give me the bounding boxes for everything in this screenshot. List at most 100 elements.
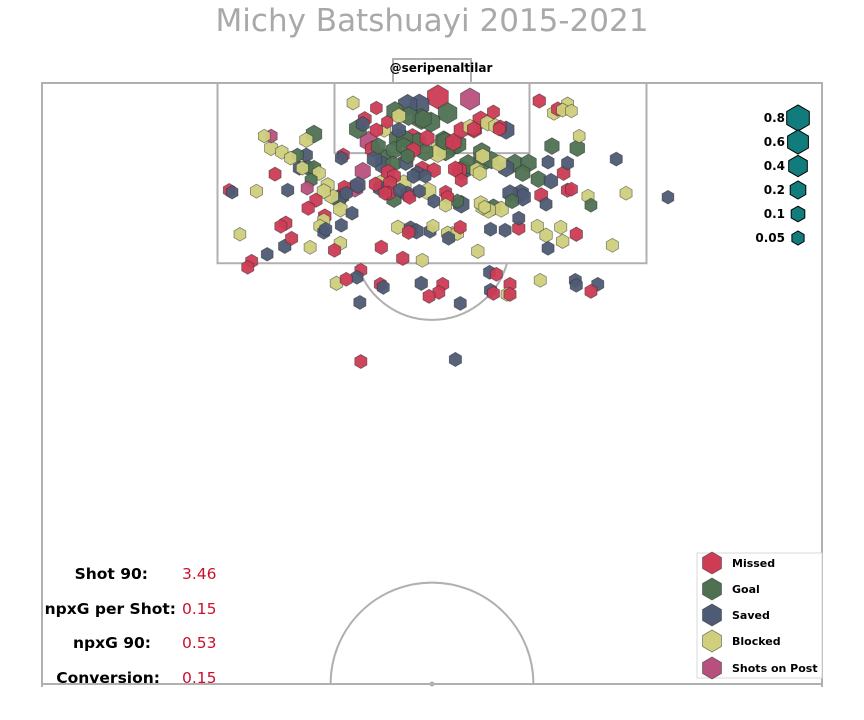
shot-marker xyxy=(249,183,264,199)
shot-marker xyxy=(400,148,415,165)
shot-marker xyxy=(475,147,490,165)
shot-marker xyxy=(370,137,386,155)
shot-marker xyxy=(334,217,348,233)
shot-marker xyxy=(569,139,585,158)
size-key-label: 0.4 xyxy=(764,159,785,173)
shot-marker xyxy=(486,285,500,301)
shot-marker xyxy=(391,219,405,235)
legend-label: Missed xyxy=(732,557,775,570)
legend-label: Saved xyxy=(732,609,770,622)
outcome-legend: Missed Goal Saved Blocked Shots on Post xyxy=(696,551,823,680)
size-key-marker xyxy=(790,205,806,223)
size-key-label: 0.6 xyxy=(764,135,785,149)
centre-spot xyxy=(429,681,435,687)
shot-marker xyxy=(381,115,394,130)
shot-marker xyxy=(478,199,491,215)
shot-marker xyxy=(489,266,503,282)
stat-value: 0.15 xyxy=(182,600,217,618)
shot-marker xyxy=(512,220,526,236)
shot-marker xyxy=(350,269,364,285)
shot-marker xyxy=(512,210,526,226)
shot-marker xyxy=(556,233,570,249)
stat-label: Shot 90: xyxy=(75,565,148,583)
shot-marker xyxy=(466,121,481,138)
shot-marker xyxy=(471,243,485,259)
shot-marker xyxy=(319,221,333,237)
shot-marker xyxy=(241,259,255,275)
shot-marker xyxy=(422,288,436,304)
shot-marker xyxy=(391,107,407,125)
shot-marker xyxy=(369,122,384,138)
shot-marker xyxy=(299,132,314,149)
shot-marker xyxy=(350,176,366,195)
shot-marker xyxy=(539,196,553,212)
legend-marker xyxy=(702,603,722,627)
shot-marker xyxy=(415,252,429,268)
size-key-label: 0.8 xyxy=(764,111,785,125)
shot-marker xyxy=(554,219,568,235)
halfway-line-ends xyxy=(41,681,823,687)
shot-marker xyxy=(396,250,410,266)
legend-label: Shots on Post xyxy=(732,662,818,675)
shot-marker xyxy=(401,224,416,240)
shot-marker xyxy=(281,182,295,198)
shot-marker xyxy=(366,150,383,168)
shot-marker xyxy=(419,129,435,147)
shot-marker xyxy=(346,95,360,111)
shot-marker xyxy=(437,101,458,125)
shot-marker xyxy=(426,218,440,234)
shot-marker xyxy=(661,189,675,205)
legend-marker xyxy=(702,551,722,575)
shot-marker xyxy=(584,283,598,299)
shot-marker xyxy=(569,226,583,242)
shot-marker xyxy=(355,116,370,133)
size-key-marker xyxy=(786,104,810,132)
shot-marker xyxy=(454,172,468,188)
shot-marker xyxy=(448,351,462,367)
penalty-box xyxy=(216,83,648,265)
shot-marker xyxy=(491,154,507,172)
shot-marker xyxy=(260,247,274,262)
stat-label: npxG 90: xyxy=(73,634,151,652)
shot-marker xyxy=(544,137,560,155)
shot-marker xyxy=(233,227,247,242)
shot-marker xyxy=(368,176,383,192)
stats-panel: Shot 90: 3.46 npxG per Shot: 0.15 npxG 90: 0.… xyxy=(45,565,217,687)
shot-marker xyxy=(503,286,517,302)
stat-label: Conversion: xyxy=(56,669,160,687)
size-key-marker xyxy=(789,180,807,200)
shot-marker xyxy=(514,164,531,183)
shot-marker xyxy=(619,185,633,201)
shot-marker xyxy=(284,150,298,166)
shot-marker xyxy=(412,183,426,199)
shot-marker xyxy=(295,160,309,176)
shot-marker xyxy=(453,219,467,235)
shot-marker xyxy=(300,180,314,196)
shot-marker xyxy=(339,271,353,287)
size-key-label: 0.05 xyxy=(755,231,785,245)
legend-label: Blocked xyxy=(732,635,781,648)
shot-marker xyxy=(333,200,348,218)
shot-marker xyxy=(543,172,559,190)
shot-marker xyxy=(530,218,544,234)
shot-marker xyxy=(354,354,368,369)
shot-marker xyxy=(533,272,547,288)
shot-marker xyxy=(353,294,367,310)
shot-marker xyxy=(541,154,555,170)
shot-marker xyxy=(472,165,487,182)
shot-marker xyxy=(605,237,619,253)
legend-label: Goal xyxy=(732,583,760,596)
shot-marker xyxy=(376,279,390,295)
legend-marker xyxy=(702,656,722,680)
shot-marker xyxy=(225,184,239,200)
credit-label: @seripenaltilar xyxy=(390,61,493,75)
size-key-label: 0.2 xyxy=(764,183,785,197)
shot-marker xyxy=(334,150,348,166)
shot-marker xyxy=(498,222,512,238)
shot-marker xyxy=(483,221,498,237)
size-key-label: 0.1 xyxy=(764,207,785,221)
centre-circle xyxy=(329,581,535,685)
size-key-marker xyxy=(788,154,808,178)
shot-marker xyxy=(268,166,282,182)
